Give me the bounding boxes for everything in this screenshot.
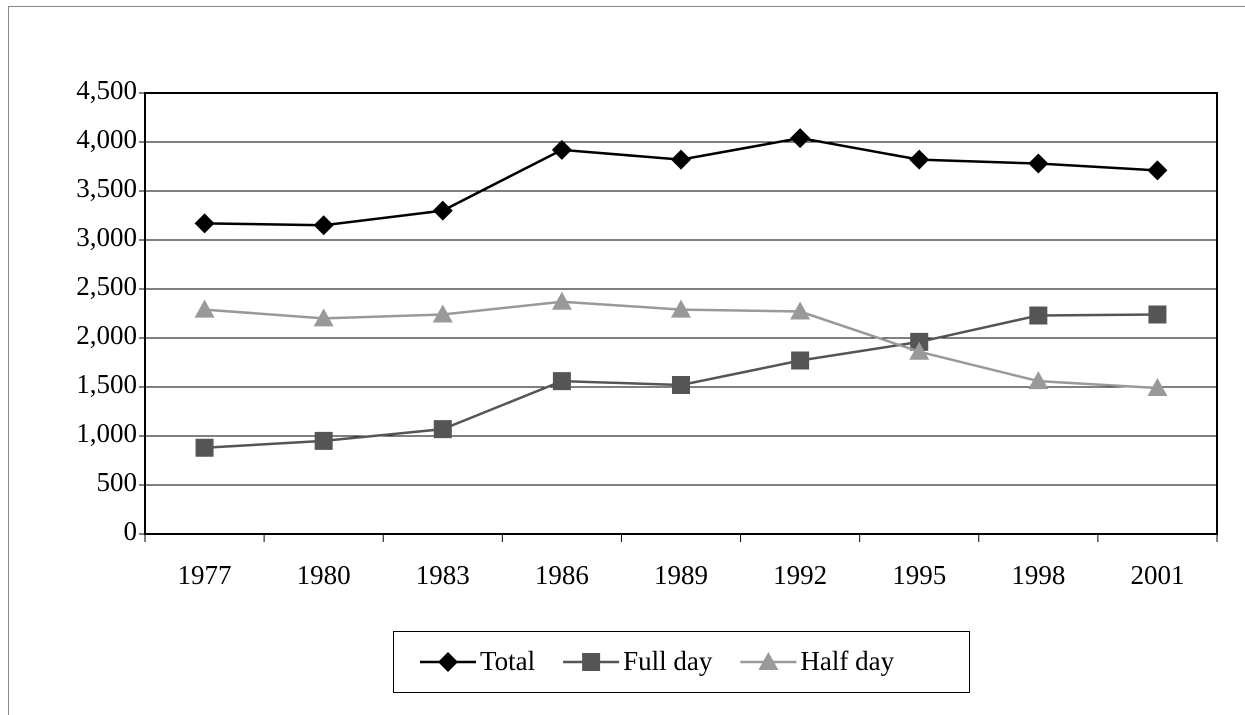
marker — [790, 128, 811, 149]
x-tick-label: 1983 — [416, 560, 470, 590]
y-tick-label: 2,000 — [76, 320, 137, 350]
marker — [194, 213, 215, 234]
y-tick-label: 0 — [124, 516, 138, 546]
marker — [909, 341, 930, 360]
y-tick-label: 2,500 — [76, 271, 137, 301]
marker — [314, 431, 333, 450]
marker — [582, 653, 601, 671]
x-tick-label: 1986 — [535, 560, 589, 590]
x-tick-label: 2001 — [1130, 560, 1184, 590]
y-tick-label: 3,500 — [76, 173, 137, 203]
x-tick-label: 1998 — [1011, 560, 1065, 590]
marker — [313, 308, 334, 327]
y-tick-label: 4,000 — [76, 124, 137, 154]
x-tick-label: 1980 — [297, 560, 351, 590]
marker — [671, 299, 691, 318]
marker — [432, 200, 453, 221]
marker — [791, 351, 810, 370]
marker — [551, 291, 572, 310]
y-tick-label: 3,000 — [76, 222, 137, 252]
marker — [909, 149, 930, 170]
marker — [1148, 305, 1167, 324]
y-tick-label: 500 — [97, 467, 138, 497]
marker — [433, 420, 452, 439]
marker — [1028, 371, 1049, 390]
legend-label: Total — [480, 646, 535, 676]
x-tick-label: 1992 — [773, 560, 827, 590]
legend-label: Full day — [623, 646, 713, 676]
x-tick-label: 1989 — [654, 560, 708, 590]
marker — [1147, 377, 1168, 396]
marker — [194, 299, 215, 318]
marker — [672, 376, 690, 395]
marker — [195, 438, 214, 457]
marker — [438, 652, 458, 672]
legend: Total Full day Half day — [393, 631, 970, 693]
plot-area — [144, 92, 1218, 535]
chart-frame — [8, 6, 1245, 715]
legend-box — [393, 631, 970, 693]
marker — [551, 139, 572, 160]
x-tick-label: 1995 — [892, 560, 946, 590]
marker — [671, 149, 691, 170]
marker — [1147, 160, 1168, 181]
legend-label: Half day — [800, 646, 894, 676]
marker — [758, 652, 779, 670]
marker — [432, 304, 453, 323]
marker — [1029, 306, 1048, 325]
y-tick-label: 4,500 — [76, 75, 137, 105]
y-tick-label: 1,500 — [76, 369, 137, 399]
x-tick-label: 1977 — [178, 560, 232, 590]
marker — [790, 301, 811, 320]
marker — [1028, 153, 1049, 174]
marker — [552, 372, 571, 391]
marker — [313, 215, 334, 236]
y-tick-label: 1,000 — [76, 418, 137, 448]
